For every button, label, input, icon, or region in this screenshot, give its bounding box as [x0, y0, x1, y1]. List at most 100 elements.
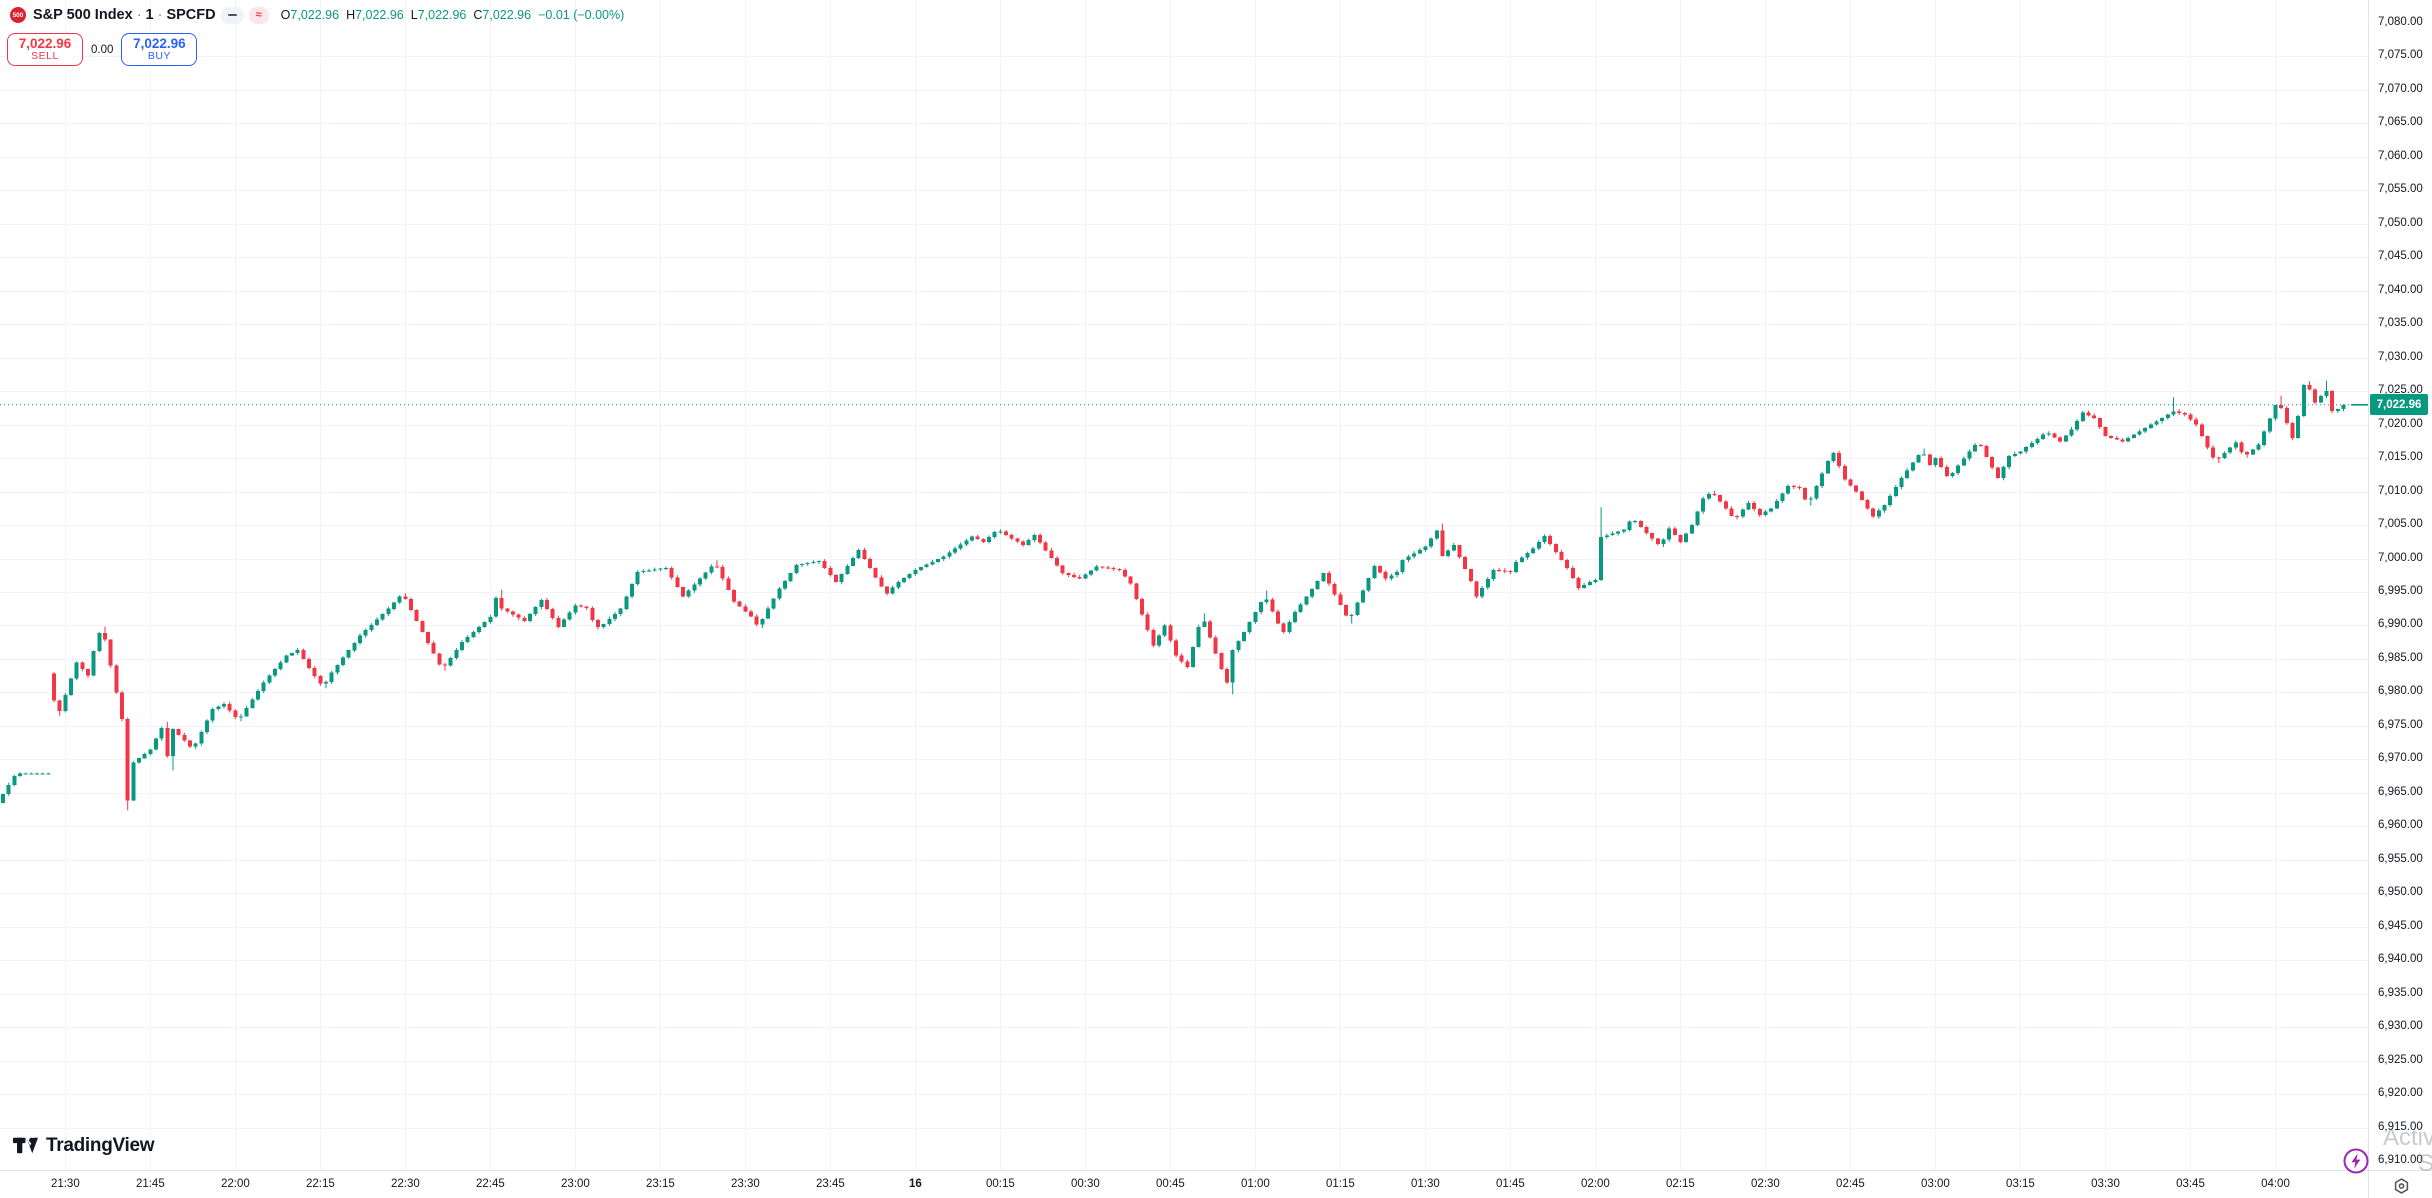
grid-lines	[0, 0, 2368, 1170]
open-label: O	[280, 8, 291, 22]
close-value: 7,022.96	[482, 8, 532, 22]
time-axis-label: 22:00	[220, 1178, 250, 1190]
price-axis-label: 7,040.00	[2378, 283, 2423, 296]
change-value: −0.01 (−0.00%)	[538, 8, 625, 22]
time-axis-border	[0, 1170, 2432, 1171]
price-axis-label: 7,020.00	[2378, 417, 2423, 430]
price-axis-label: 7,055.00	[2378, 183, 2423, 196]
price-axis-label: 6,915.00	[2378, 1120, 2423, 1133]
watermark-text-2: S	[2418, 1150, 2432, 1177]
price-axis-label: 6,985.00	[2378, 651, 2423, 664]
dash-icon	[227, 13, 237, 17]
price-axis-label: 7,010.00	[2378, 484, 2423, 497]
buy-button[interactable]: 7,022.96 BUY	[121, 33, 198, 66]
sell-price: 7,022.96	[18, 35, 72, 51]
market-status-icon[interactable]: ≈	[248, 6, 269, 24]
time-axis-label: 01:15	[1326, 1178, 1355, 1190]
buy-price: 7,022.96	[133, 35, 186, 51]
candle-wicks-up	[2, 380, 2344, 804]
sp500-logo-icon: 500	[10, 7, 26, 23]
current-price-tag: 7,022.96	[2370, 394, 2428, 416]
tradingview-logo-text: TradingView	[46, 1134, 155, 1156]
separator-dot: ·	[136, 7, 142, 23]
separator-dot: ·	[157, 7, 163, 23]
price-axis-label: 6,940.00	[2378, 953, 2423, 966]
price-axis-label: 7,065.00	[2378, 116, 2423, 129]
price-axis-label: 6,970.00	[2378, 752, 2423, 765]
tradingview-logo[interactable]: TradingView	[12, 1132, 155, 1159]
time-axis-label: 01:45	[1496, 1178, 1525, 1190]
price-axis-label: 6,920.00	[2378, 1087, 2423, 1100]
interval-value: 1	[145, 7, 154, 23]
price-axis-label: 6,980.00	[2378, 685, 2423, 698]
time-axis-label: 00:30	[1071, 1178, 1100, 1190]
price-axis-label: 6,955.00	[2378, 852, 2423, 865]
symbol-title[interactable]: S&P 500 Index · 1 · SPCFD	[33, 7, 216, 23]
exchange-name: SPCFD	[166, 7, 216, 23]
price-axis-label: 6,925.00	[2378, 1053, 2423, 1066]
symbol-name: S&P 500 Index	[33, 7, 133, 23]
time-axis-label: 21:45	[135, 1178, 165, 1190]
sell-label: SELL	[31, 50, 59, 63]
high-value: 7,022.96	[355, 8, 404, 22]
price-axis-border	[2368, 0, 2369, 1198]
ohlc-values: O7,022.96 H7,022.96 L7,022.96 C7,022.96 −0.0…	[281, 8, 625, 22]
collapse-legend-button[interactable]	[220, 6, 244, 24]
price-axis-label: 7,005.00	[2378, 518, 2423, 531]
price-axis-label: 6,965.00	[2378, 785, 2423, 798]
trade-widget: 7,022.96 SELL 0.00 7,022.96 BUY	[7, 33, 198, 66]
close-label: C	[473, 8, 483, 22]
price-axis-label: 7,045.00	[2378, 250, 2423, 263]
price-axis-label: 7,075.00	[2378, 49, 2423, 62]
time-axis-label: 00:15	[986, 1178, 1015, 1190]
high-label: H	[346, 8, 356, 22]
time-axis-label-date: 16	[908, 1178, 922, 1190]
spread-value: 0.00	[91, 43, 114, 56]
price-axis-label: 7,030.00	[2378, 350, 2423, 363]
time-axis-label: 21:30	[50, 1178, 80, 1190]
price-axis-label: 7,080.00	[2378, 16, 2423, 28]
low-label: L	[410, 8, 418, 22]
price-axis-label: 6,950.00	[2378, 886, 2423, 899]
time-axis-label: 22:45	[475, 1178, 505, 1190]
price-axis-label: 6,960.00	[2378, 819, 2423, 832]
sell-button[interactable]: 7,022.96 SELL	[7, 33, 83, 66]
time-axis-label: 02:45	[1836, 1178, 1865, 1190]
price-axis-label: 7,035.00	[2378, 317, 2423, 330]
price-axis-label: 7,060.00	[2378, 149, 2423, 162]
price-axis-label: 6,945.00	[2378, 919, 2423, 932]
time-axis-label: 03:00	[1921, 1178, 1950, 1190]
instant-trading-icon[interactable]	[2342, 1147, 2370, 1175]
time-axis-label: 23:45	[815, 1178, 845, 1190]
candle-bodies-up	[1, 385, 2346, 803]
price-axis-label: 7,000.00	[2378, 551, 2423, 564]
time-axis-label: 23:30	[730, 1178, 760, 1190]
price-axis-label: 6,910.00	[2378, 1153, 2423, 1166]
price-axis-label: 6,990.00	[2378, 618, 2423, 631]
price-axis-label: 6,975.00	[2378, 718, 2423, 731]
time-axis-label: 22:15	[305, 1178, 335, 1190]
wave-glyph: ≈	[255, 9, 262, 21]
time-axis-label: 23:15	[645, 1178, 675, 1190]
time-axis-label: 03:30	[2091, 1178, 2120, 1190]
low-value: 7,022.96	[417, 8, 467, 22]
axis-settings-gear-icon[interactable]	[2392, 1177, 2411, 1196]
time-axis-label: 01:30	[1411, 1178, 1440, 1190]
price-axis-label: 6,930.00	[2378, 1020, 2423, 1033]
tradingview-logo-icon	[12, 1137, 39, 1154]
time-axis-label: 01:00	[1241, 1178, 1270, 1190]
time-axis-label: 02:30	[1751, 1178, 1780, 1190]
time-axis-label: 03:45	[2176, 1178, 2205, 1190]
price-axis-label: 7,070.00	[2378, 82, 2423, 95]
price-axis-label: 7,015.00	[2378, 451, 2423, 464]
time-axis-label: 22:30	[390, 1178, 420, 1190]
buy-label: BUY	[147, 50, 171, 63]
time-axis-label: 02:00	[1581, 1178, 1610, 1190]
candle-wicks-down	[53, 381, 2333, 811]
price-axis-label: 6,995.00	[2378, 584, 2423, 597]
open-value: 7,022.96	[290, 8, 340, 22]
price-axis-label: 7,050.00	[2378, 216, 2423, 229]
price-axis-label: 6,935.00	[2378, 986, 2423, 999]
